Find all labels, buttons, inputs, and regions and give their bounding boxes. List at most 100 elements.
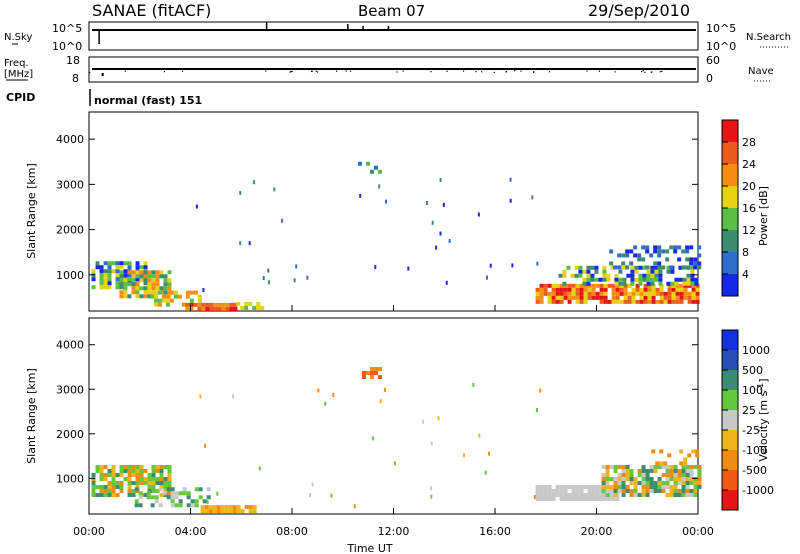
velocity-cell-morning [91, 489, 96, 493]
velocity-cell-evening [591, 485, 596, 490]
velocity-cell-evening [689, 489, 694, 493]
power-cell-morning [119, 278, 124, 283]
power-cell-evening [646, 277, 651, 282]
power-cell-evening [651, 295, 656, 300]
power-cell-evening [630, 281, 635, 286]
velocity-cell-evening [653, 489, 658, 493]
power-cell-evening [618, 269, 623, 274]
velocity-scatter [232, 394, 235, 399]
cpid-panel: CPID normal (fast) 151 [6, 89, 202, 107]
power-cell-evening [695, 287, 700, 292]
velocity-cell-dawn [248, 505, 253, 510]
velocity-cell-morning [107, 481, 112, 485]
velocity-cell-dawn [252, 505, 257, 510]
colorbar-tick-label: 500 [742, 364, 763, 377]
velocity-cell-evening [595, 497, 600, 502]
x-tick-label: 16:00 [479, 525, 511, 538]
power-cell-evening [590, 265, 595, 270]
velocity-cell-morning [99, 493, 104, 497]
power-cell-evening [547, 291, 552, 296]
power-cell-evening [603, 295, 608, 300]
power-cell-evening [563, 291, 568, 296]
power-cell-evening [674, 281, 679, 286]
power-cell-dawn [236, 301, 241, 306]
velocity-cell-evening [587, 489, 592, 494]
power-cell-evening [693, 265, 698, 270]
velocity-cell-morning [155, 489, 160, 493]
velocity-cell-evening [605, 485, 610, 489]
power-cell-evening [535, 295, 540, 300]
velocity-cell-evening [605, 465, 610, 469]
power-cell-morning [123, 273, 128, 278]
velocity-cell-far [365, 371, 370, 375]
velocity-cell-evening [543, 497, 548, 502]
velocity-cell-morning [190, 499, 195, 504]
velocity-cell-evening [621, 465, 626, 469]
velocity-cell-evening [673, 485, 678, 489]
velocity-cell-morning [147, 473, 152, 477]
velocity-cell-evening [645, 485, 650, 489]
power-cell-evening [657, 249, 662, 254]
freq-dot [265, 70, 267, 72]
velocity-cell-morning [147, 489, 152, 493]
velocity-scatter [371, 436, 374, 441]
power-cell-evening [615, 295, 620, 300]
power-cell-evening [575, 283, 580, 288]
power-cell-evening [613, 265, 618, 270]
power-cell-evening [663, 299, 668, 304]
velocity-cell-evening [641, 473, 646, 477]
power-cell-evening [665, 257, 670, 262]
power-cell-morning [99, 281, 104, 286]
power-scatter [239, 241, 242, 246]
power-cell-evening [690, 269, 695, 274]
power-cell-dawn [185, 302, 190, 307]
velocity-cell-dawn [220, 509, 225, 514]
velocity-scatter [430, 486, 433, 491]
velocity-cell-morning [111, 473, 116, 477]
velocity-cell-morning [123, 465, 128, 469]
power-scatter [202, 288, 205, 293]
power-cell-morning [91, 277, 96, 282]
velocity-cell-evening [613, 477, 618, 481]
velocity-cell-morning [167, 473, 172, 477]
power-cell-evening [635, 287, 640, 292]
power-cell-morning [157, 290, 162, 295]
power-cell-morning [181, 302, 186, 307]
power-cell-morning [165, 298, 170, 303]
power-cell-evening [659, 295, 664, 300]
power-cell-morning [143, 290, 148, 295]
velocity-cell-morning [202, 499, 207, 504]
power-cell-morning [123, 294, 128, 299]
power-cell-morning [139, 286, 144, 291]
power-cell-morning [135, 294, 140, 299]
power-cell-evening [657, 265, 662, 270]
velocity-cell-far [369, 375, 374, 379]
power-cell-morning [107, 269, 112, 274]
velocity-cell-morning [99, 485, 104, 489]
power-cell-evening [685, 249, 690, 254]
power-cell-morning [143, 261, 148, 266]
velocity-cell-evening [571, 497, 576, 502]
power-cell-evening [574, 265, 579, 270]
power-cell-dawn [244, 305, 249, 310]
velocity-cell-evening [641, 477, 646, 481]
velocity-cell-dawn [240, 509, 245, 514]
velocity-cell-morning [159, 465, 164, 469]
velocity-cell-morning [99, 465, 104, 469]
power-cell-evening [590, 277, 595, 282]
freq-dot [336, 70, 338, 72]
colorbar-swatch [722, 230, 738, 252]
velocity-cell-dawn [252, 509, 257, 514]
power-cell-evening [673, 245, 678, 250]
colorbar-tick-label: 12 [742, 224, 756, 237]
power-cell-evening [587, 287, 592, 292]
power-cell-evening [582, 281, 587, 286]
velocity-cell-morning [111, 489, 116, 493]
velocity-cell-dawn [236, 509, 241, 514]
colorbar-frame [721, 329, 739, 511]
power-cell-evening [638, 281, 643, 286]
power-cell-evening [642, 265, 647, 270]
power-cell-evening [622, 265, 627, 270]
power-cell-evening [630, 269, 635, 274]
